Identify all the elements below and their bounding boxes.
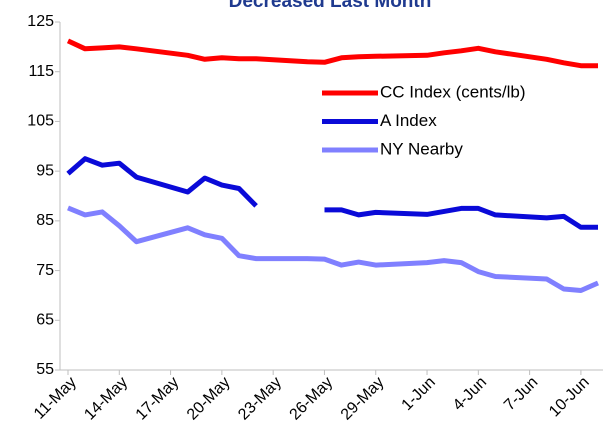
y-tick-label: 75 — [36, 262, 54, 279]
x-tick-label: 4-Jun — [450, 374, 490, 414]
x-tick-label: 26-May — [287, 374, 337, 424]
x-tick-label: 29-May — [338, 374, 388, 424]
series-line — [66, 156, 598, 230]
y-tick-label: 125 — [27, 13, 54, 30]
x-tick-label: 23-May — [235, 374, 285, 424]
series-line — [67, 205, 600, 293]
x-tick-label: 11-May — [31, 374, 80, 423]
x-tick-label: 14-May — [81, 374, 131, 424]
legend-label: CC Index (cents/lb) — [380, 82, 526, 101]
y-tick-label: 95 — [36, 162, 54, 179]
y-tick-label: 105 — [27, 113, 54, 130]
series-line — [66, 38, 598, 69]
y-tick-label: 55 — [36, 361, 54, 378]
x-tick-label: 17-May — [133, 374, 183, 424]
x-tick-label: 7-Jun — [501, 374, 541, 414]
x-tick-label: 20-May — [184, 374, 234, 424]
chart-title: Decreased Last Month — [229, 0, 432, 12]
legend-label: A Index — [380, 111, 437, 130]
x-tick-label: 10-Jun — [546, 374, 593, 421]
y-tick-label: 115 — [28, 63, 54, 80]
x-tick-label: 1-Jun — [399, 374, 439, 414]
legend-label: NY Nearby — [380, 139, 463, 158]
y-tick-label: 65 — [36, 312, 54, 329]
y-tick-label: 85 — [36, 212, 54, 229]
